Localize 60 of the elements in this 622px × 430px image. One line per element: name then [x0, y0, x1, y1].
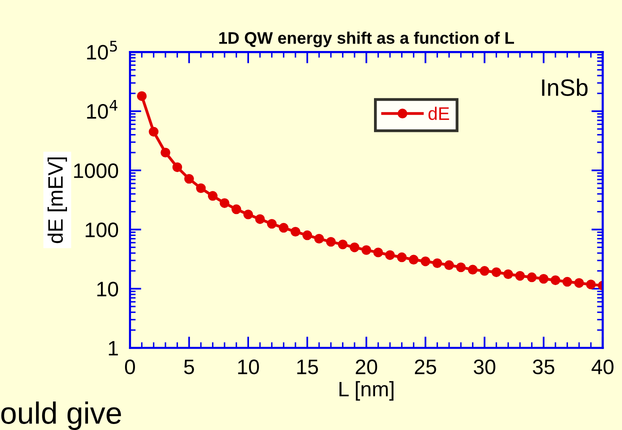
x-tick-label: 15 — [297, 360, 318, 374]
y-tick-label: 10$^{4}$ — [87, 100, 118, 119]
point — [468, 264, 478, 274]
point — [196, 183, 206, 194]
point — [184, 174, 194, 184]
x-tick-label: 0 — [125, 360, 135, 374]
point — [172, 162, 182, 172]
point — [243, 210, 254, 220]
point — [396, 252, 407, 262]
point — [491, 267, 502, 278]
point — [208, 191, 218, 201]
point — [456, 262, 466, 272]
point — [408, 254, 418, 264]
y-axis-title: dE [mEV] — [48, 157, 67, 244]
y-tick-label: 1000 — [74, 163, 118, 178]
x-tick-label: 20 — [356, 360, 378, 374]
point — [420, 256, 430, 266]
point — [314, 234, 324, 244]
point — [432, 258, 442, 268]
point — [361, 245, 372, 255]
point — [480, 266, 490, 276]
point — [232, 204, 242, 214]
point — [444, 260, 454, 270]
annotation: InSb — [542, 78, 588, 96]
x-tick-label: 25 — [414, 360, 436, 374]
y-tick-label: 10$^{5}$ — [87, 40, 117, 60]
x-tick-label: 40 — [592, 360, 614, 374]
point — [136, 91, 147, 101]
point — [373, 248, 384, 258]
y-tick-label: 100 — [86, 222, 118, 238]
point — [574, 278, 584, 288]
point — [586, 280, 596, 290]
point — [160, 148, 170, 158]
text: ould give — [1, 402, 121, 430]
x-tick-label: 5 — [184, 360, 194, 374]
x-tick-label: 10 — [238, 360, 259, 374]
y-tick-label: 1 — [108, 341, 118, 356]
point — [538, 274, 548, 284]
point — [562, 276, 572, 287]
point — [550, 275, 560, 286]
point — [326, 236, 336, 247]
point — [302, 230, 312, 240]
y-tick-label: 10 — [97, 282, 118, 296]
point — [255, 214, 265, 224]
point — [350, 242, 360, 252]
point — [148, 126, 158, 137]
point — [503, 269, 514, 280]
point — [278, 222, 288, 233]
point — [515, 270, 525, 281]
x-axis-title: L [nm] — [340, 381, 394, 401]
chart-title: 1D QW energy shift as a function of L — [219, 32, 514, 48]
point — [220, 198, 230, 208]
point — [266, 218, 277, 229]
point — [526, 272, 537, 282]
x-tick-label: 30 — [474, 360, 496, 374]
point — [290, 226, 300, 237]
point — [385, 250, 395, 260]
x-tick-label: 35 — [532, 360, 554, 374]
point — [338, 240, 348, 250]
legend-label: dE — [428, 106, 450, 120]
